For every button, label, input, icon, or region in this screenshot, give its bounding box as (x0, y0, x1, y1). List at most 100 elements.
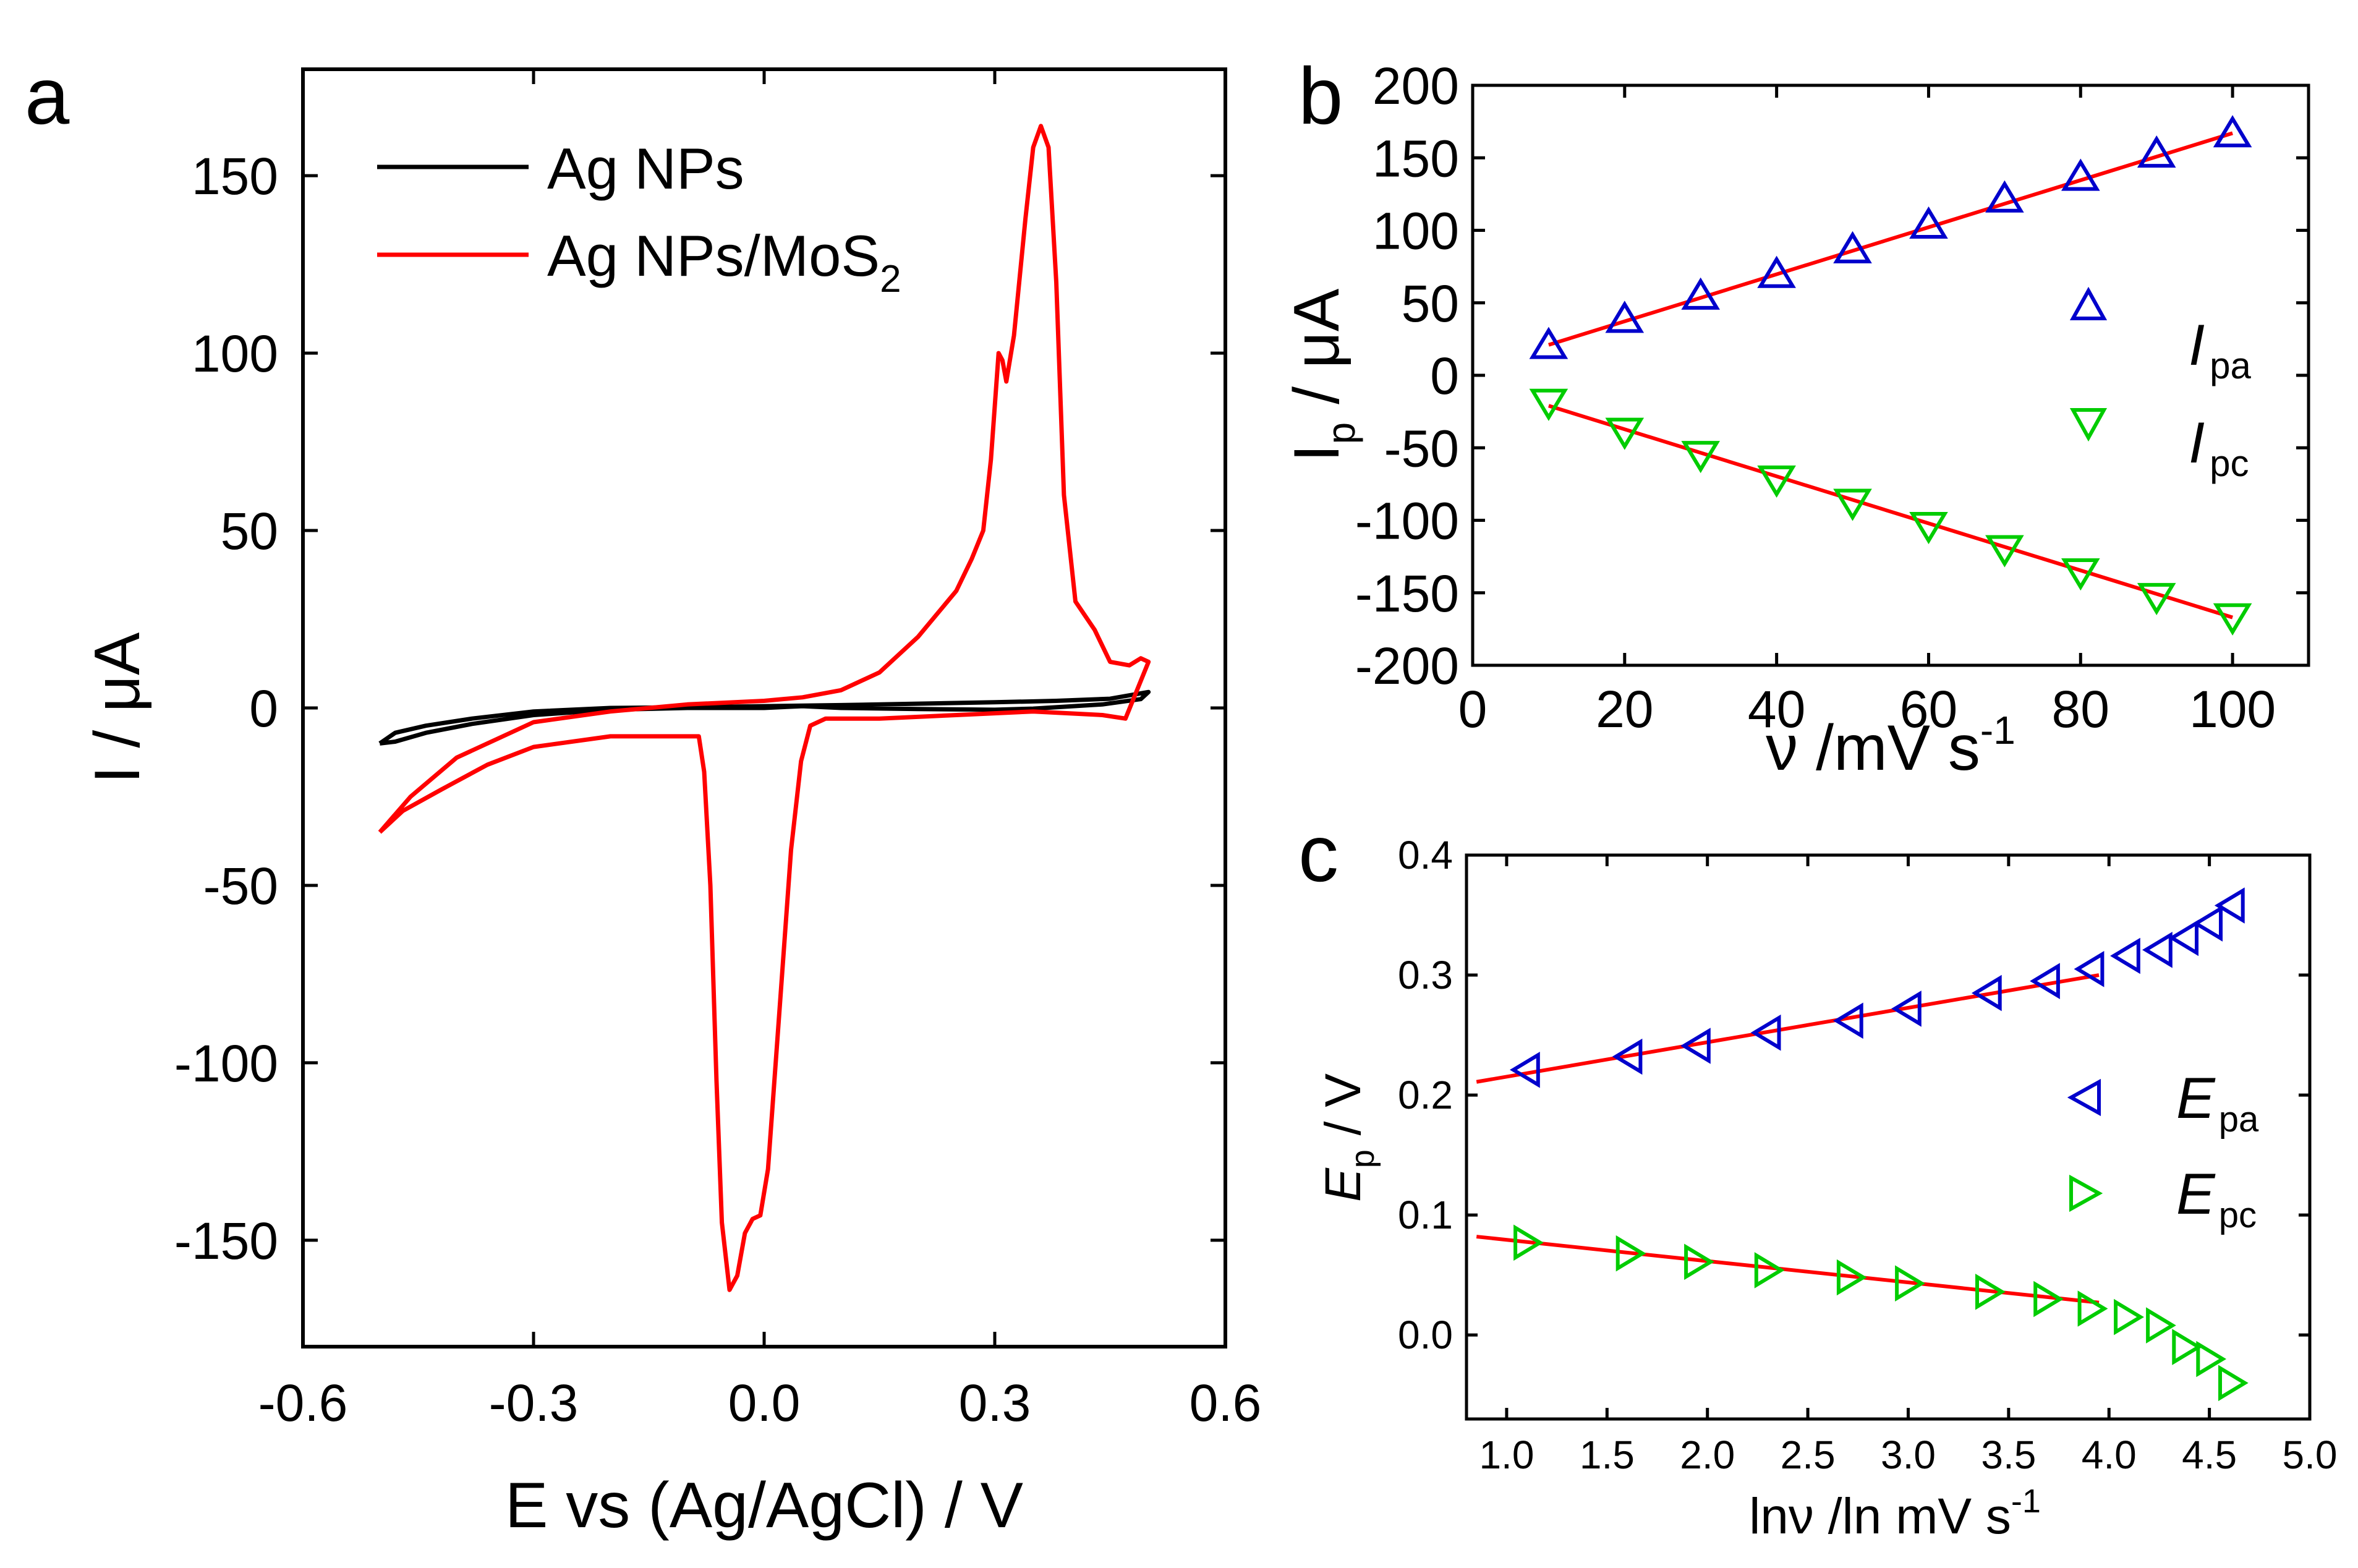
fit-line (1548, 404, 2233, 620)
marker-ipa (1833, 231, 1872, 263)
marker-epc (1836, 1259, 1867, 1296)
marker-ipc (1833, 488, 1872, 521)
y-tick-label: 0.4 (1398, 833, 1453, 877)
marker-epa (1509, 1052, 1540, 1088)
marker-epa (1612, 1038, 1643, 1075)
y-tick-label: 0 (249, 680, 278, 738)
marker-epc (1895, 1265, 1925, 1302)
legend-marker-epa (2067, 1078, 2101, 1117)
panel-b: b 0 20 40 60 80 100 -200 -150 -100 -50 0 50 100 150 2… (1281, 51, 2310, 784)
panel-a: a -0.6 -0.3 0.0 0.3 0.6 -150 -100 -50 0 50 100 150… (25, 51, 1261, 1541)
x-tick-label: 1.5 (1580, 1433, 1635, 1477)
legend-entry-ag-nps: Ag NPs (547, 136, 744, 201)
marker-ipa (1529, 326, 1568, 359)
y-tick-label: 0.2 (1398, 1073, 1453, 1117)
marker-ipa (1757, 255, 1796, 288)
x-tick-label: 0 (1458, 680, 1488, 738)
legend-marker-ipa (2069, 286, 2108, 320)
x-tick-label: 2.5 (1781, 1433, 1836, 1477)
markers-b (1529, 115, 2252, 636)
panel-label-c: c (1298, 808, 1339, 898)
marker-epc (2033, 1280, 2064, 1318)
y-tick-label: -100 (174, 1034, 278, 1093)
x-axis-label-c: lnν /ln mV s-1 (1749, 1483, 2041, 1545)
marker-epc (2077, 1290, 2108, 1327)
y-tick-label: -150 (1355, 565, 1459, 623)
x-tick-label: -0.6 (258, 1374, 348, 1432)
legend-entry-ag-nps-mos2: Ag NPs/MoS2 (547, 223, 901, 300)
legend-marker-ipc (2069, 408, 2108, 442)
marker-ipc (1909, 512, 1948, 545)
x-tick-label: 1.0 (1479, 1433, 1534, 1477)
y-axis-label-c: Ep / V (1315, 1073, 1381, 1202)
x-tick-label: 2.0 (1680, 1433, 1735, 1477)
marker-epc (2146, 1307, 2176, 1344)
marker-epc (1754, 1252, 1785, 1289)
series-line-ag-nps (378, 689, 1151, 746)
x-tick-label: 20 (1596, 680, 1653, 738)
marker-epc (1615, 1235, 1646, 1272)
x-tick-label: 3.0 (1881, 1433, 1936, 1477)
y-tick-label: 100 (1373, 202, 1459, 260)
x-axis-label-a: E vs (Ag/AgCl) / V (505, 1470, 1023, 1541)
x-tick-label: -0.3 (489, 1374, 579, 1432)
marker-epc (1975, 1274, 2006, 1310)
x-tick-label: 100 (2189, 680, 2276, 738)
marker-epa (2030, 963, 2060, 1000)
y-tick-label: -100 (1355, 492, 1459, 550)
y-tick-labels-c: 0.0 0.1 0.2 0.3 0.4 (1398, 833, 1453, 1357)
x-tick-label: 0.3 (959, 1374, 1031, 1432)
y-tick-label: -50 (203, 857, 278, 915)
ticks-b (1471, 83, 2309, 667)
marker-epc (1513, 1224, 1544, 1261)
marker-ipc (2061, 558, 2100, 591)
marker-epa (2110, 937, 2140, 974)
fit-line (1548, 131, 2233, 347)
panel-label-a: a (25, 51, 70, 141)
y-tick-labels-b: -200 -150 -100 -50 0 50 100 150 200 (1355, 57, 1459, 695)
y-tick-label: 50 (221, 502, 278, 560)
x-tick-label: 0.0 (728, 1374, 801, 1432)
y-tick-label: 50 (1402, 275, 1459, 333)
series-a (378, 124, 1151, 1292)
marker-epa (1891, 991, 1922, 1027)
marker-epc (2218, 1365, 2249, 1402)
marker-epa (2214, 887, 2245, 924)
marker-epc (2114, 1298, 2144, 1336)
y-tick-label: -50 (1384, 419, 1459, 477)
marker-epa (2142, 932, 2173, 968)
x-tick-label: 4.0 (2082, 1433, 2137, 1477)
x-axis-label-b: ν /mV s-1 (1766, 708, 2015, 784)
marker-epa (2168, 919, 2198, 957)
y-tick-labels-a: -150 -100 -50 0 50 100 150 (174, 147, 278, 1270)
marker-epa (2192, 905, 2223, 942)
marker-ipa (1681, 277, 1721, 310)
x-tick-label: 3.5 (1981, 1433, 2036, 1477)
y-axis-label-a: I / μA (82, 632, 153, 784)
y-tick-label: -200 (1355, 637, 1459, 695)
marker-ipa (2061, 158, 2100, 191)
marker-ipa (1985, 180, 2024, 213)
fit-line (1476, 1235, 2100, 1305)
x-tick-label: 40 (1748, 680, 1805, 738)
x-tick-label: 60 (1900, 680, 1957, 738)
y-tick-label: 200 (1373, 57, 1459, 115)
x-tick-labels-a: -0.6 -0.3 0.0 0.3 0.6 (258, 1374, 1262, 1432)
y-tick-label: 100 (192, 325, 278, 383)
marker-ipc (1757, 465, 1796, 498)
panel-label-b: b (1298, 51, 1343, 141)
marker-ipc (1681, 441, 1721, 474)
panel-c: c 1.0 1.5 2.0 2.5 3.0 3.5 4.0 4.5 5.0 0.00.10.20… (1298, 808, 2337, 1545)
marker-ipa (1605, 300, 1645, 333)
series-line-ag-nps-mos2 (378, 124, 1151, 1292)
marker-epc (2172, 1329, 2203, 1365)
fit-lines-b (1548, 131, 2233, 620)
ticks-c (1466, 853, 2312, 1419)
y-tick-label: 0.0 (1398, 1313, 1453, 1357)
y-tick-label: 0.3 (1398, 953, 1453, 997)
